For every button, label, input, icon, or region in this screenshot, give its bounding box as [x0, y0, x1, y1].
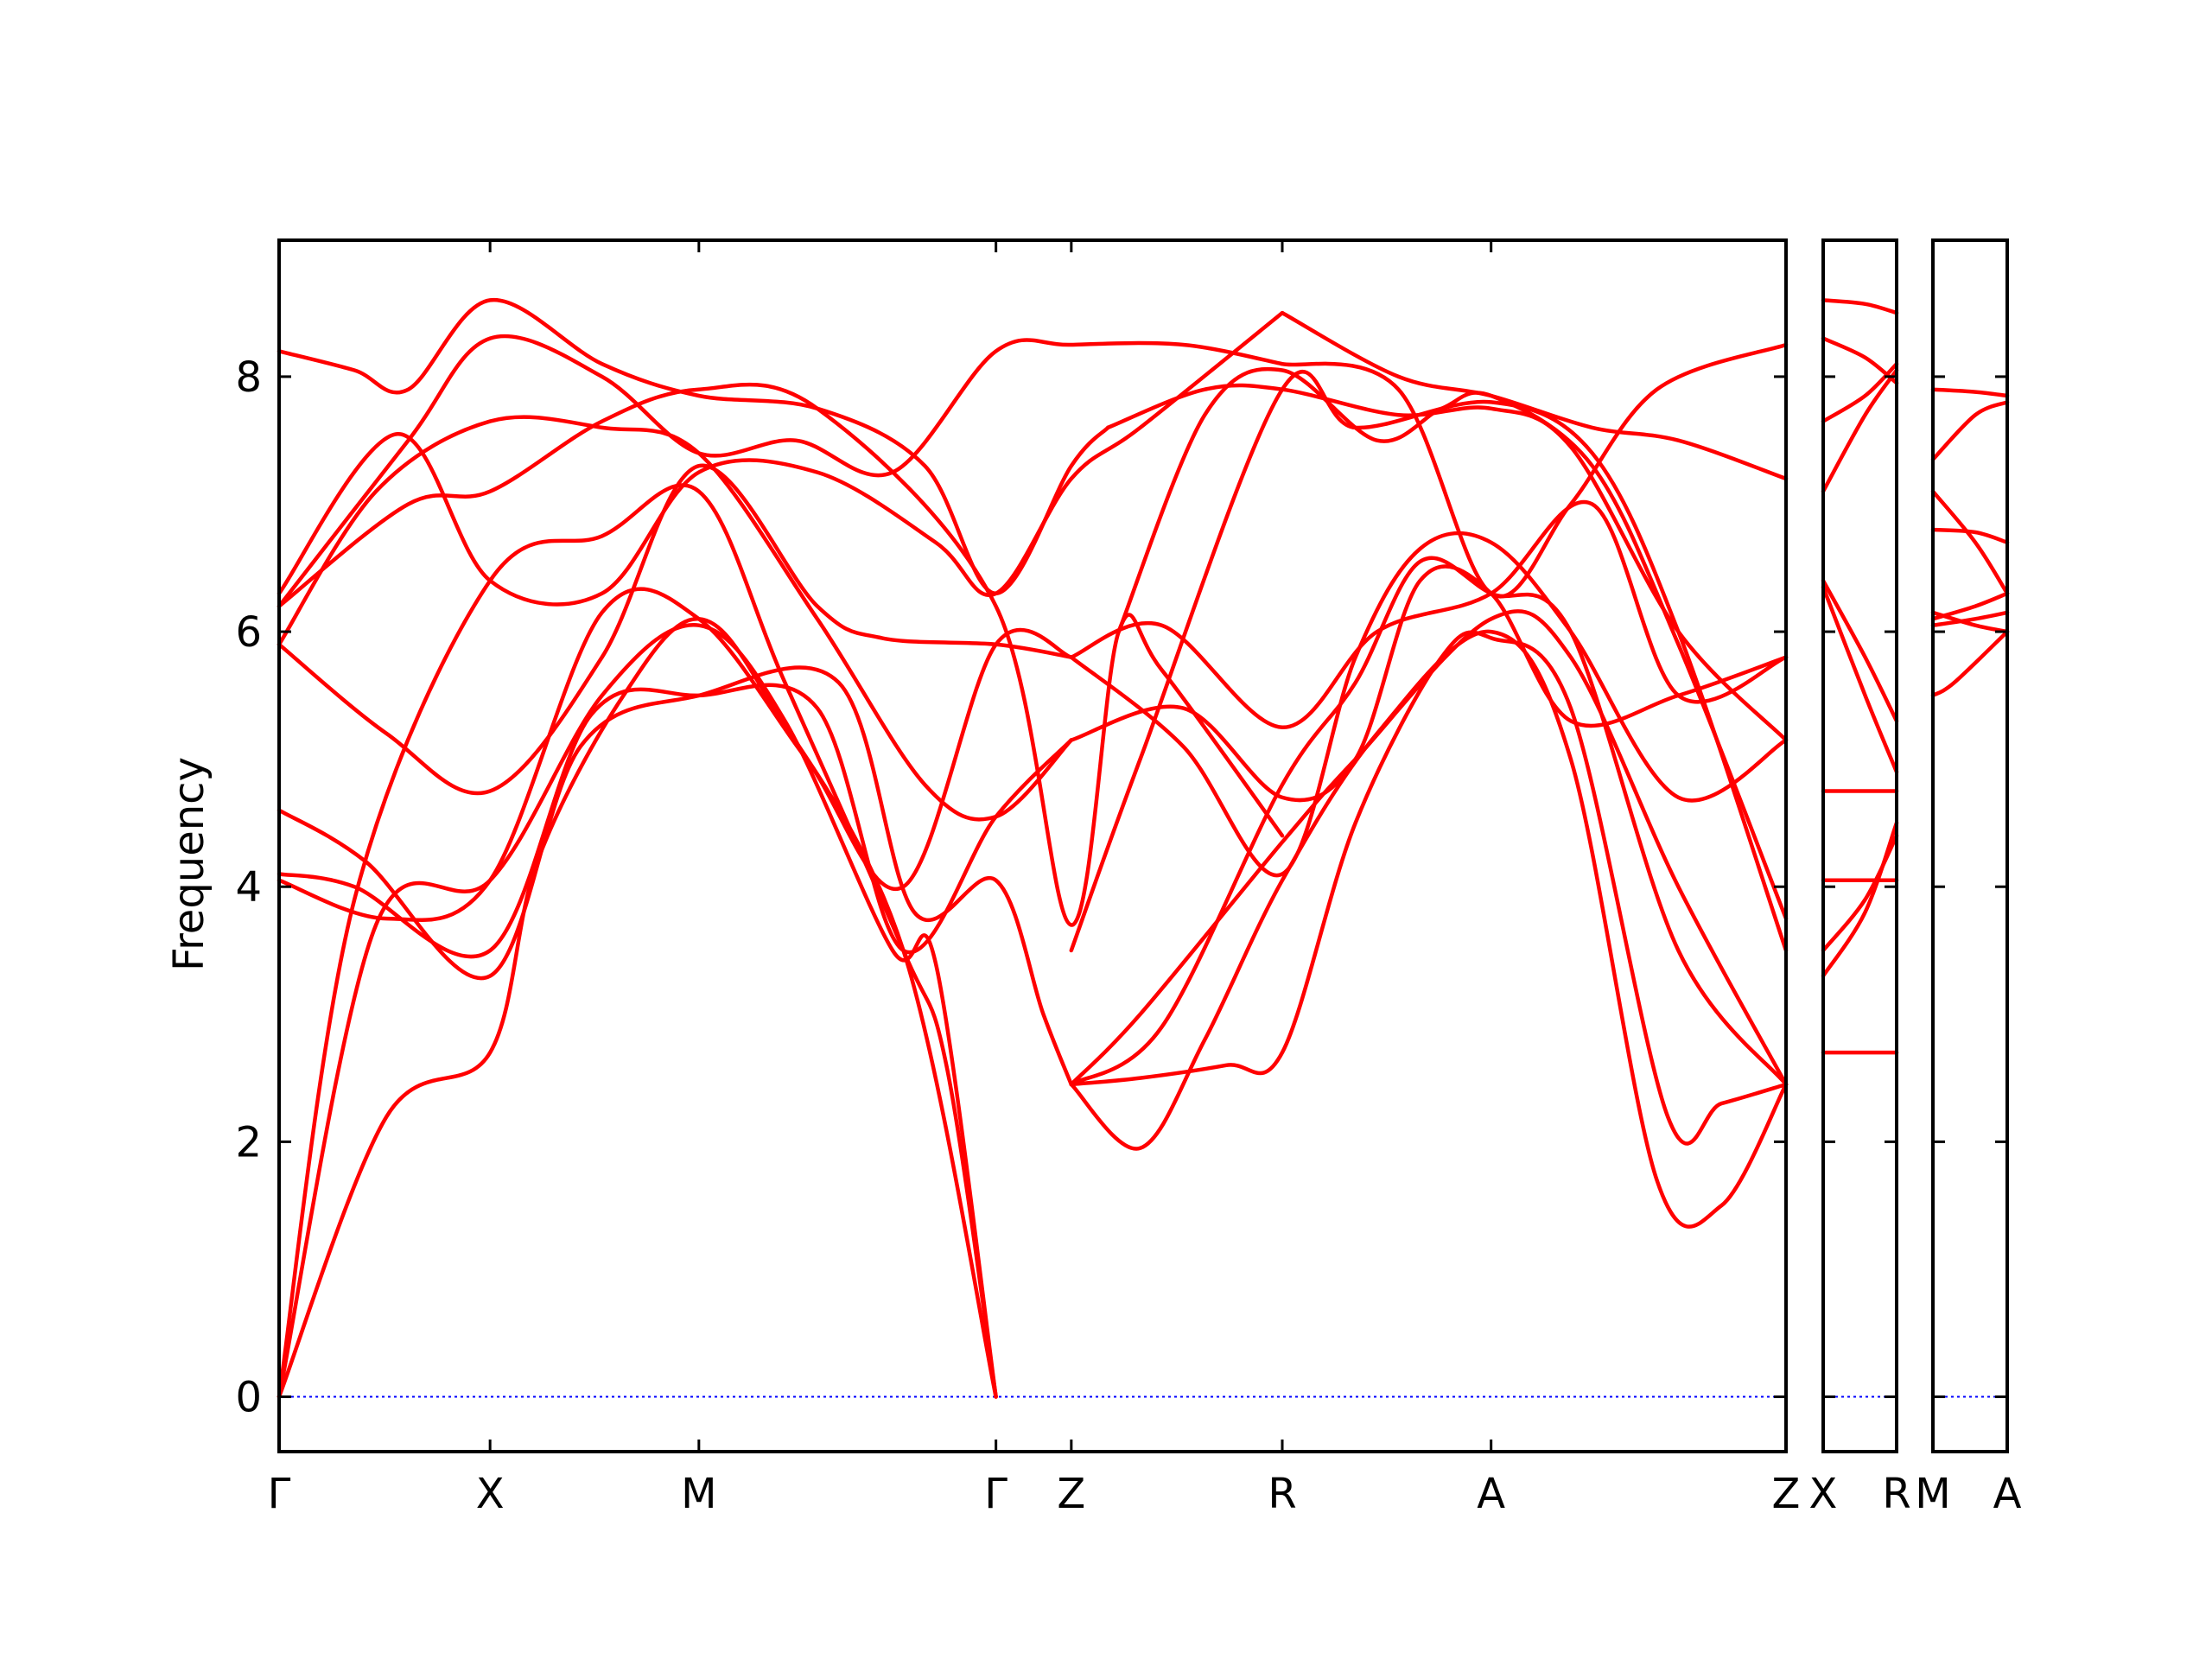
phonon-band-0-19 — [1069, 499, 1789, 730]
x-tick-label: A — [1993, 1470, 2022, 1518]
phonon-band-1-8 — [1821, 361, 1899, 423]
phonon-band-0-7 — [276, 415, 1074, 822]
phonon-band-0-14 — [1069, 609, 1789, 1087]
phonon-band-0-1 — [276, 623, 998, 1399]
phonon-band-0-8 — [276, 382, 1285, 927]
phonon-band-0-15 — [1069, 556, 1789, 1087]
x-tick-label: Z — [1057, 1470, 1085, 1518]
phonon-band-2-1 — [1930, 610, 2010, 627]
phonon-band-1-7 — [1821, 368, 1899, 493]
phonon-band-2-7 — [1930, 387, 2010, 398]
y-tick-label: 2 — [235, 1118, 262, 1166]
y-tick-label: 4 — [235, 863, 262, 912]
x-tick-label: Γ — [984, 1470, 1007, 1518]
phonon-band-1-3 — [1821, 821, 1899, 978]
x-tick-label: X — [1809, 1470, 1838, 1518]
x-tick-label: A — [1477, 1470, 1505, 1518]
phonon-band-0-13 — [1069, 629, 1789, 1229]
panel-0: Γ X M Γ Z R A Z 0 2 4 6 8 — [235, 238, 1801, 1518]
phonon-band-0-12 — [1069, 630, 1789, 1146]
x-tick-label: R — [1882, 1470, 1910, 1518]
phonon-band-2-5 — [1930, 489, 2010, 596]
phonon-band-0-9 — [276, 310, 1285, 607]
phonon-band-2-6 — [1930, 400, 2010, 462]
panel-frame — [1931, 238, 2009, 1453]
phonon-band-0-20 — [1116, 366, 1789, 921]
phonon-band-0-6 — [276, 463, 1074, 796]
phonon-band-0-11 — [276, 298, 1110, 596]
phonon-band-0-2 — [276, 483, 998, 1399]
phonon-band-0-17 — [1069, 564, 1789, 803]
phonon-band-0-10 — [276, 334, 1285, 608]
panel-frame — [277, 238, 1788, 1453]
x-tick-label: M — [681, 1470, 716, 1518]
y-tick-label: 6 — [235, 608, 262, 657]
phonon-band-0-4 — [276, 683, 1074, 959]
x-tick-label: R — [1268, 1470, 1296, 1518]
x-tick-label: Γ — [268, 1470, 291, 1518]
y-tick-label: 0 — [235, 1374, 262, 1422]
phonon-band-2-0 — [1930, 629, 2010, 698]
phonon-band-0-3 — [276, 665, 1074, 1087]
phonon-band-0-23 — [1280, 342, 1789, 599]
y-axis-label: Frequency — [165, 757, 213, 971]
x-tick-label: M — [1915, 1470, 1950, 1518]
phonon-band-1-5 — [1821, 578, 1899, 723]
x-tick-label: Z — [1772, 1470, 1801, 1518]
phonon-band-0-21 — [1105, 383, 1789, 742]
panel-frame — [1821, 238, 1898, 1453]
phonon-band-0-18 — [1069, 531, 1789, 878]
phonon-band-1-6 — [1821, 585, 1899, 774]
phonon-band-0-22 — [1280, 310, 1789, 481]
phonon-band-0-16 — [1069, 370, 1789, 953]
phonon-band-2-4 — [1930, 527, 2010, 545]
y-tick-label: 8 — [235, 353, 262, 402]
phonon-band-1-4 — [1821, 833, 1899, 953]
x-tick-label: X — [476, 1470, 505, 1518]
phonon-band-1-10 — [1821, 298, 1899, 315]
phonon-band-0-5 — [276, 587, 1074, 922]
